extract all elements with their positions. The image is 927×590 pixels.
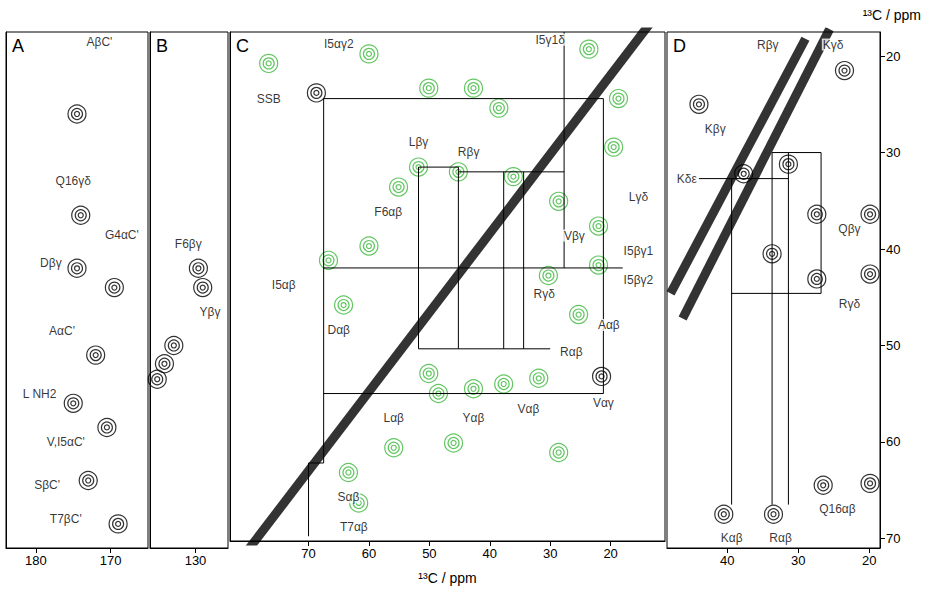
svg-text:40: 40: [483, 546, 497, 561]
svg-text:Dαβ: Dαβ: [327, 323, 350, 337]
svg-text:SSB: SSB: [257, 92, 281, 106]
svg-text:Yβγ: Yβγ: [199, 305, 220, 319]
svg-text:50: 50: [886, 338, 900, 353]
svg-text:Vαβ: Vαβ: [518, 402, 540, 416]
svg-text:70: 70: [301, 546, 315, 561]
svg-text:Q16αβ: Q16αβ: [819, 502, 856, 516]
svg-text:40: 40: [720, 553, 734, 568]
svg-text:Kβγ: Kβγ: [705, 122, 726, 136]
svg-text:20: 20: [603, 546, 617, 561]
svg-text:20: 20: [862, 553, 876, 568]
svg-text:Kγδ: Kγδ: [823, 38, 844, 52]
svg-text:170: 170: [100, 553, 122, 568]
svg-text:AαC': AαC': [49, 324, 75, 338]
svg-text:I5γ1δ: I5γ1δ: [536, 33, 566, 47]
svg-text:Lγδ: Lγδ: [629, 190, 649, 204]
svg-text:30: 30: [543, 546, 557, 561]
svg-text:G4αC': G4αC': [105, 228, 139, 242]
svg-text:Dβγ: Dβγ: [40, 256, 62, 270]
svg-text:Rαβ: Rαβ: [769, 531, 792, 545]
svg-text:T7αβ: T7αβ: [340, 520, 368, 534]
svg-text:I5αβ: I5αβ: [272, 278, 296, 292]
svg-text:T7βC': T7βC': [50, 512, 82, 526]
svg-text:AβC': AβC': [86, 35, 112, 49]
svg-text:30: 30: [791, 553, 805, 568]
svg-text:Aαβ: Aαβ: [598, 318, 620, 332]
svg-text:Lβγ: Lβγ: [409, 135, 429, 149]
svg-text:¹³C / ppm: ¹³C / ppm: [863, 7, 921, 23]
svg-text:Rαβ: Rαβ: [560, 345, 583, 359]
svg-text:V,I5αC': V,I5αC': [47, 435, 85, 449]
svg-text:Q16γδ: Q16γδ: [56, 174, 92, 188]
svg-text:60: 60: [362, 546, 376, 561]
svg-text:Rβγ: Rβγ: [757, 38, 779, 52]
svg-text:Qβγ: Qβγ: [838, 222, 860, 236]
svg-text:L NH2: L NH2: [23, 387, 57, 401]
svg-text:Rβγ: Rβγ: [458, 145, 480, 159]
svg-text:F6βγ: F6βγ: [175, 237, 202, 251]
svg-text:30: 30: [886, 145, 900, 160]
svg-text:Lαβ: Lαβ: [383, 411, 404, 425]
svg-text:180: 180: [25, 553, 47, 568]
svg-text:60: 60: [886, 434, 900, 449]
svg-text:A: A: [12, 36, 24, 56]
svg-text:B: B: [156, 36, 168, 56]
svg-text:40: 40: [886, 242, 900, 257]
svg-text:F6αβ: F6αβ: [374, 205, 402, 219]
svg-text:I5βγ1: I5βγ1: [624, 244, 654, 258]
svg-text:SβC': SβC': [34, 478, 60, 492]
svg-text:70: 70: [886, 531, 900, 546]
svg-text:20: 20: [886, 49, 900, 64]
svg-text:Vαγ: Vαγ: [593, 396, 614, 410]
svg-text:I5βγ2: I5βγ2: [624, 273, 654, 287]
svg-text:D: D: [673, 36, 686, 56]
svg-text:Kαβ: Kαβ: [721, 531, 743, 545]
svg-text:C: C: [236, 36, 249, 56]
svg-text:Kδε: Kδε: [677, 172, 698, 186]
svg-text:Vβγ: Vβγ: [564, 229, 585, 243]
svg-text:50: 50: [422, 546, 436, 561]
svg-text:Yαβ: Yαβ: [463, 411, 485, 425]
svg-text:130: 130: [185, 553, 207, 568]
svg-text:Rγδ: Rγδ: [533, 287, 555, 301]
svg-text:¹³C / ppm: ¹³C / ppm: [418, 570, 476, 586]
svg-text:Rγδ: Rγδ: [839, 297, 861, 311]
svg-text:Sαβ: Sαβ: [337, 490, 359, 504]
svg-text:I5αγ2: I5αγ2: [324, 37, 354, 51]
